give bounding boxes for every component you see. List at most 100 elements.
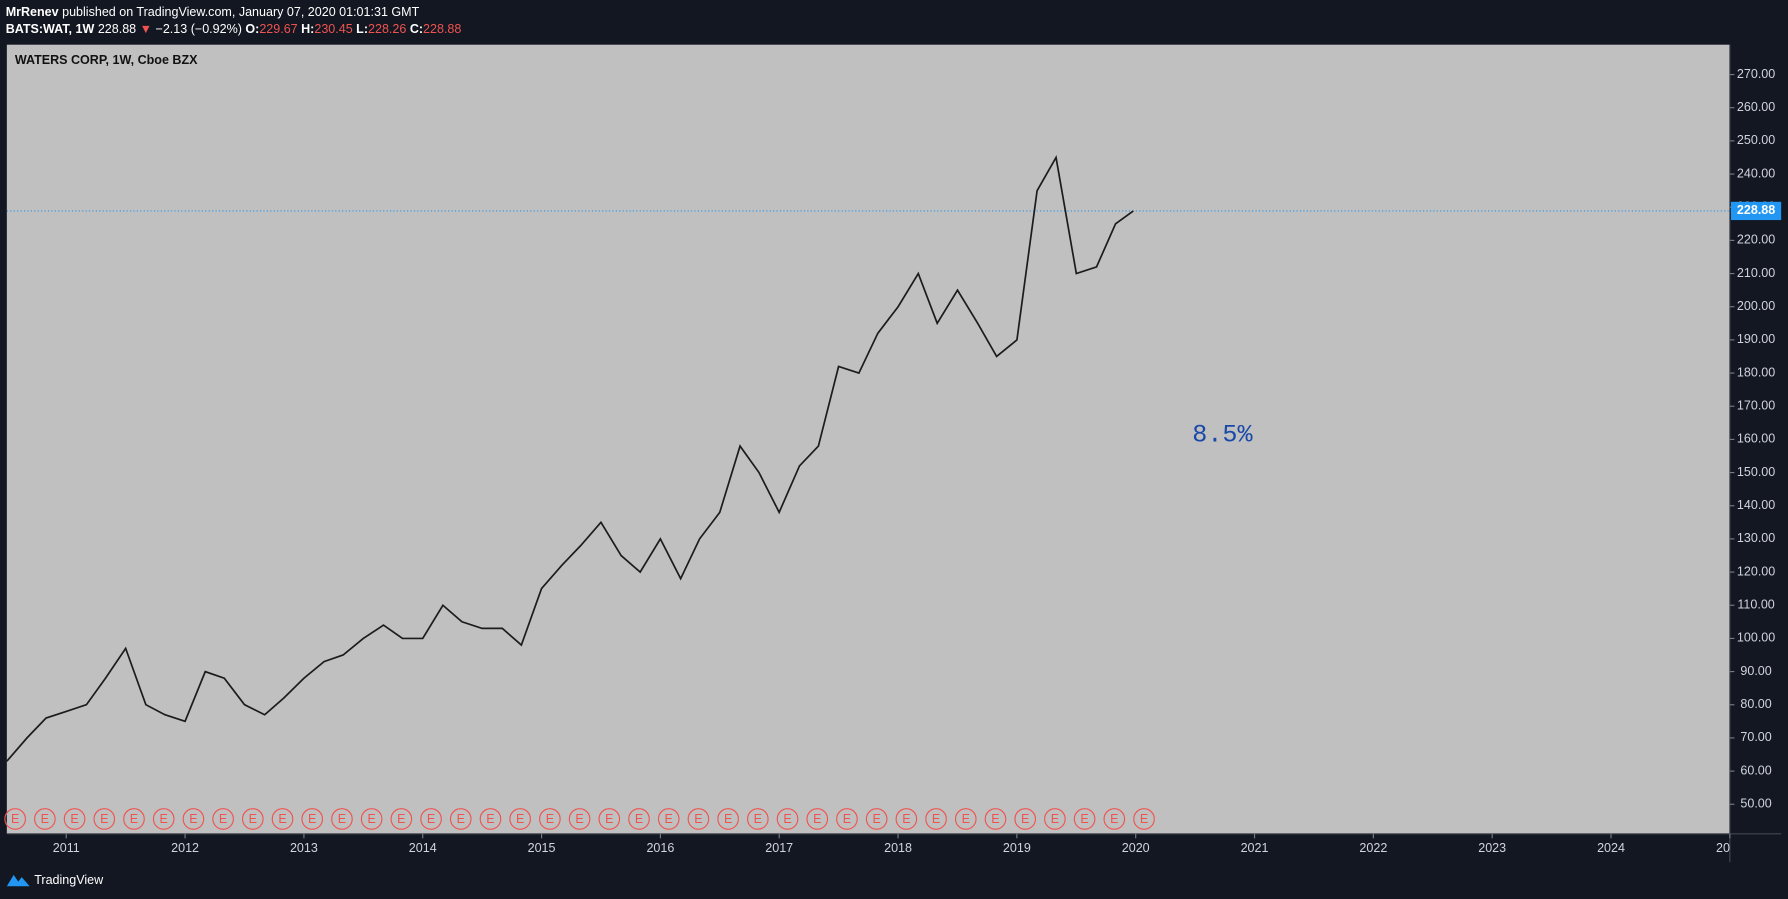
y-tick-label: 240.00 bbox=[1737, 166, 1775, 180]
earnings-marker bbox=[212, 808, 234, 830]
earnings-marker bbox=[449, 808, 472, 830]
earnings-marker bbox=[1103, 808, 1126, 830]
symbol-line: BATS:WAT, 1W 228.88 ▼ −2.13 (−0.92%) O:2… bbox=[6, 22, 462, 36]
x-tick-label: 2012 bbox=[171, 841, 199, 855]
y-tick-label: 150.00 bbox=[1737, 465, 1775, 479]
earnings-label: E bbox=[635, 812, 643, 826]
x-tick-label: 2014 bbox=[409, 841, 437, 855]
earnings-label: E bbox=[1080, 812, 1088, 826]
earnings-label: E bbox=[1051, 812, 1059, 826]
earnings-marker bbox=[63, 808, 86, 830]
earnings-marker bbox=[925, 808, 947, 830]
earnings-label: E bbox=[902, 812, 910, 826]
earnings-label: E bbox=[754, 812, 762, 826]
earnings-marker bbox=[598, 808, 621, 830]
earnings-marker bbox=[152, 808, 175, 830]
y-tick-label: 70.00 bbox=[1740, 730, 1771, 744]
earnings-label: E bbox=[338, 812, 346, 826]
price-label-bg bbox=[1730, 201, 1782, 221]
earnings-label: E bbox=[783, 812, 791, 826]
earnings-marker bbox=[509, 808, 532, 830]
earnings-label: E bbox=[962, 812, 970, 826]
earnings-label: E bbox=[694, 812, 702, 826]
y-tick-label: 190.00 bbox=[1737, 332, 1775, 346]
ohlc-value: 228.88 bbox=[423, 22, 461, 36]
y-tick-label: 160.00 bbox=[1737, 432, 1775, 446]
earnings-label: E bbox=[278, 812, 286, 826]
y-tick-label: 210.00 bbox=[1737, 266, 1775, 280]
earnings-marker bbox=[568, 808, 591, 830]
symbol: BATS:WAT, 1W bbox=[6, 22, 95, 36]
earnings-label: E bbox=[219, 812, 227, 826]
price-series bbox=[6, 154, 1134, 762]
earnings-label: E bbox=[665, 812, 673, 826]
x-tick-label: 2011 bbox=[53, 841, 80, 855]
earnings-label: E bbox=[546, 812, 554, 826]
y-tick-label: 220.00 bbox=[1737, 233, 1775, 247]
author: MrRenev bbox=[6, 5, 59, 19]
footer-text: TradingView bbox=[34, 873, 104, 887]
y-tick-label: 170.00 bbox=[1737, 399, 1775, 413]
earnings-label: E bbox=[605, 812, 613, 826]
x-tick-label: 2015 bbox=[528, 841, 556, 855]
earnings-marker bbox=[34, 808, 56, 830]
earnings-marker bbox=[182, 808, 205, 830]
earnings-label: E bbox=[872, 812, 880, 826]
x-tick-label: 2022 bbox=[1359, 841, 1387, 855]
earnings-marker bbox=[954, 808, 977, 830]
earnings-label: E bbox=[249, 812, 257, 826]
earnings-marker bbox=[360, 808, 383, 830]
x-tick-label: 20 bbox=[1716, 841, 1730, 855]
x-tick-label: 2017 bbox=[765, 841, 793, 855]
earnings-label: E bbox=[189, 812, 197, 826]
earnings-marker bbox=[1073, 808, 1096, 830]
y-tick-label: 250.00 bbox=[1737, 133, 1775, 147]
y-tick-label: 60.00 bbox=[1740, 763, 1771, 777]
y-tick-label: 270.00 bbox=[1737, 67, 1775, 81]
earnings-marker bbox=[687, 808, 710, 830]
y-tick-label: 130.00 bbox=[1737, 531, 1775, 545]
published: published on TradingView.com, January 07… bbox=[62, 5, 419, 19]
earnings-marker bbox=[865, 808, 888, 830]
footer-logo: TradingView bbox=[6, 873, 104, 887]
earnings-label: E bbox=[843, 812, 851, 826]
plot-area bbox=[6, 44, 1730, 834]
earnings-marker bbox=[301, 808, 324, 830]
earnings-marker bbox=[895, 808, 918, 830]
x-tick-label: 2019 bbox=[1003, 841, 1031, 855]
arrow: ▼ bbox=[140, 22, 152, 36]
earnings-marker bbox=[271, 808, 294, 830]
earnings-marker bbox=[241, 808, 264, 830]
y-tick-label: 140.00 bbox=[1737, 498, 1775, 512]
y-tick-label: 180.00 bbox=[1737, 365, 1775, 379]
x-tick-label: 2013 bbox=[290, 841, 318, 855]
earnings-marker bbox=[717, 808, 739, 830]
y-tick-label: 110.00 bbox=[1737, 598, 1774, 612]
y-tick-label: 80.00 bbox=[1740, 697, 1771, 711]
x-tick-label: 2024 bbox=[1597, 841, 1625, 855]
earnings-label: E bbox=[160, 812, 168, 826]
earnings-marker bbox=[123, 808, 145, 830]
ohlc-label: C: bbox=[410, 22, 423, 36]
chart-title: WATERS CORP, 1W, Cboe BZX bbox=[15, 53, 198, 67]
earnings-label: E bbox=[724, 812, 732, 826]
earnings-label: E bbox=[516, 812, 524, 826]
earnings-marker bbox=[776, 808, 799, 830]
earnings-label: E bbox=[427, 812, 435, 826]
earnings-label: E bbox=[1110, 812, 1118, 826]
earnings-label: E bbox=[367, 812, 375, 826]
annotation: 8.5% bbox=[1192, 420, 1253, 449]
earnings-label: E bbox=[1021, 812, 1029, 826]
x-tick-label: 2016 bbox=[646, 841, 674, 855]
earnings-marker bbox=[420, 808, 442, 830]
earnings-label: E bbox=[991, 812, 999, 826]
earnings-label: E bbox=[70, 812, 78, 826]
earnings-label: E bbox=[41, 812, 49, 826]
earnings-marker bbox=[4, 808, 26, 830]
earnings-marker bbox=[390, 808, 413, 830]
y-tick-label: 90.00 bbox=[1740, 664, 1771, 678]
earnings-label: E bbox=[308, 812, 316, 826]
logo-icon bbox=[6, 874, 30, 887]
y-tick-label: 50.00 bbox=[1740, 797, 1771, 811]
